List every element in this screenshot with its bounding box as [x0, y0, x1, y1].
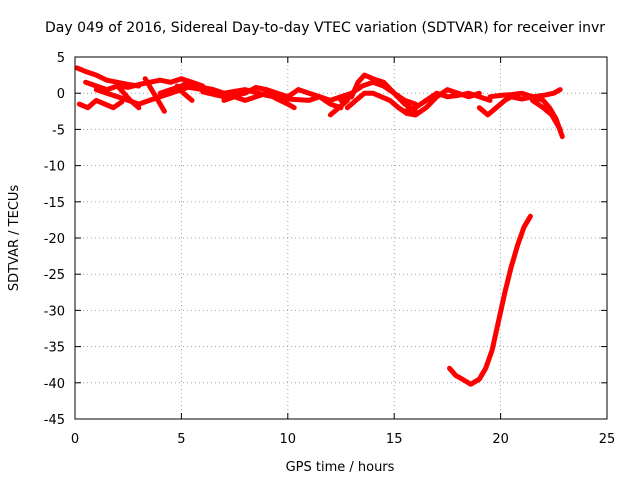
x-tick-label: 25 — [599, 432, 616, 447]
x-tick-label: 5 — [177, 432, 185, 447]
series-track-8 — [174, 83, 195, 103]
y-tick-label: -25 — [44, 268, 65, 283]
series-track-10 — [200, 84, 301, 100]
y-tick-label: -10 — [44, 160, 65, 175]
chart-title: Day 049 of 2016, Sidereal Day-to-day VTE… — [45, 20, 605, 36]
series-track-5 — [115, 83, 142, 111]
x-tick-label: 10 — [280, 432, 297, 447]
y-tick-label: -35 — [44, 341, 65, 356]
series-track-2 — [76, 97, 125, 111]
y-axis-label: SDTVAR / TECUs — [7, 185, 22, 292]
series-track-23 — [447, 213, 533, 387]
y-tick-label: -45 — [44, 413, 65, 428]
y-tick-label: 0 — [57, 87, 65, 102]
series-track-15 — [338, 72, 418, 114]
series-track-6 — [142, 76, 167, 114]
x-tick-label: 0 — [71, 432, 79, 447]
y-tick-label: -15 — [44, 196, 65, 211]
series-track-3 — [83, 76, 206, 93]
series-track-1 — [74, 65, 142, 89]
series-track-22 — [530, 97, 563, 132]
series-track-18 — [413, 87, 482, 118]
grid — [75, 57, 607, 419]
series-track-14 — [327, 97, 350, 118]
series-track-11 — [221, 90, 269, 103]
series-track-20 — [487, 87, 563, 100]
series-track-12 — [264, 90, 297, 111]
series-layer — [74, 65, 565, 387]
y-tick-label: -30 — [44, 304, 65, 319]
x-tick-label: 15 — [386, 432, 403, 447]
series-track-19 — [476, 94, 514, 118]
x-tick-label: 20 — [492, 432, 509, 447]
y-tick-label: -5 — [52, 123, 65, 138]
y-tick-label: 5 — [57, 51, 65, 66]
x-axis-label: GPS time / hours — [286, 460, 395, 475]
y-tick-label: -20 — [44, 232, 65, 247]
ticks: 0 5 10 15 20 25 5 0 -5 -10 -15 -20 -25 -30 -35 -40 -45 — [44, 51, 616, 447]
y-tick-label: -40 — [44, 377, 65, 392]
